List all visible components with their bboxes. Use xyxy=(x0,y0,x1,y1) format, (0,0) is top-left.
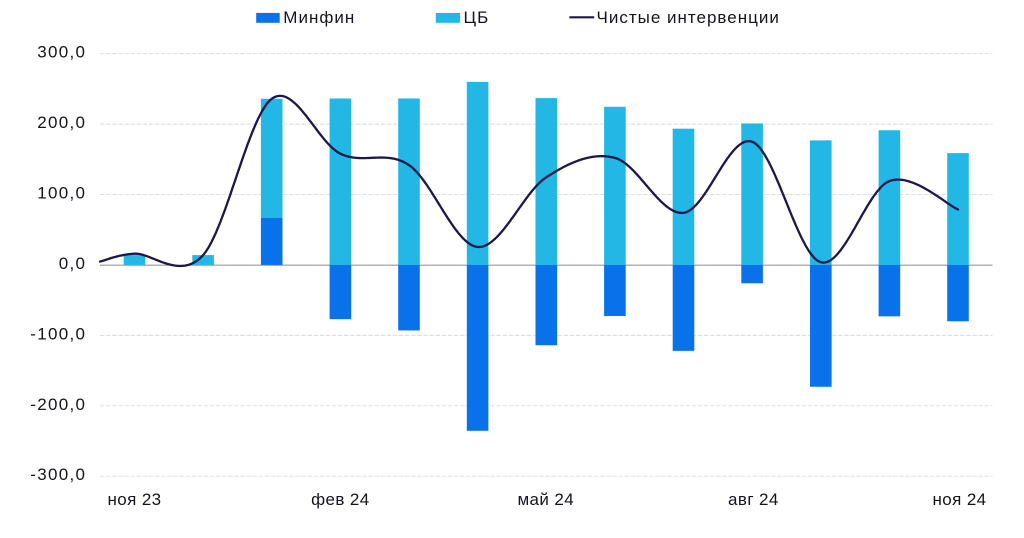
svg-text:200,0: 200,0 xyxy=(37,113,86,132)
svg-text:-100,0: -100,0 xyxy=(30,324,86,343)
svg-text:авг 24: авг 24 xyxy=(728,490,779,509)
svg-text:0,0: 0,0 xyxy=(59,254,87,273)
svg-text:ЦБ: ЦБ xyxy=(464,8,490,27)
svg-text:Чистые интервенции: Чистые интервенции xyxy=(597,8,780,27)
svg-text:300,0: 300,0 xyxy=(37,43,86,62)
svg-text:-300,0: -300,0 xyxy=(30,465,86,484)
svg-text:ноя 23: ноя 23 xyxy=(107,490,161,509)
svg-text:-200,0: -200,0 xyxy=(30,395,86,414)
svg-text:май 24: май 24 xyxy=(517,490,574,509)
svg-text:фев 24: фев 24 xyxy=(311,490,370,509)
svg-text:ноя 24: ноя 24 xyxy=(932,490,986,509)
svg-text:Минфин: Минфин xyxy=(283,8,355,27)
svg-text:100,0: 100,0 xyxy=(37,184,86,203)
